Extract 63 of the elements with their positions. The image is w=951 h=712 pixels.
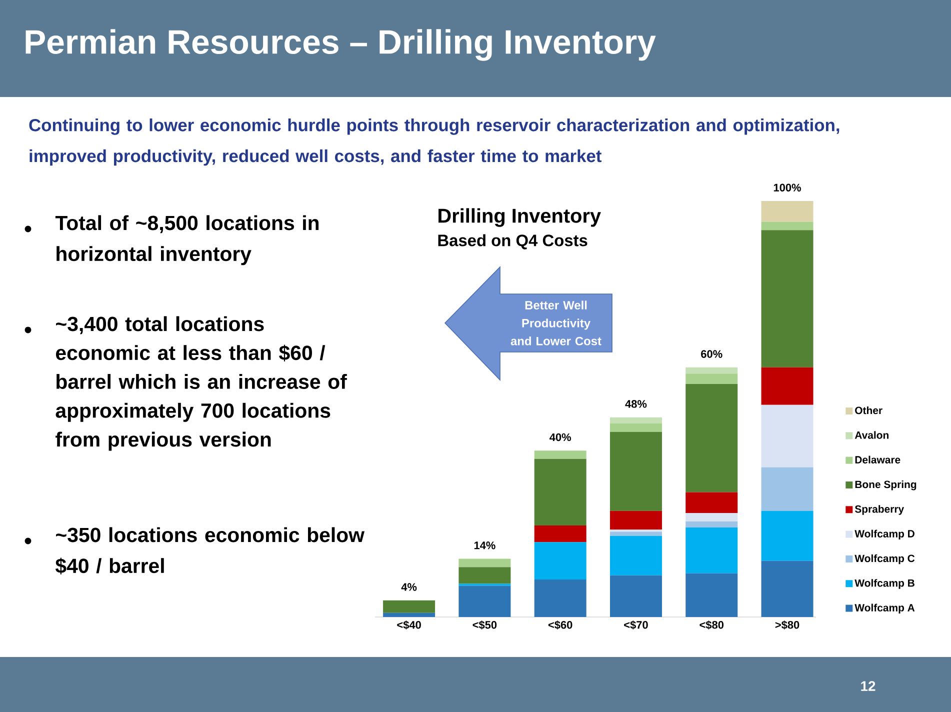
bar: [761, 200, 814, 222]
legend-label: Avalon: [854, 431, 888, 439]
legend-label: Delaware: [855, 456, 900, 464]
bar: [458, 567, 511, 584]
legend-label: Bone Spring: [855, 480, 916, 490]
text: ~350 locations economic below $40 / barrel: [55, 527, 365, 574]
bar: [686, 528, 738, 574]
bar: [534, 525, 586, 542]
text: Total of ~8,500 locations in horizontal inventory: [55, 215, 319, 266]
bar: [761, 510, 814, 561]
bar: [610, 424, 662, 432]
bar: [761, 560, 814, 617]
text: 12: [861, 681, 876, 691]
bar: [458, 586, 511, 617]
legend-label: Wolfcamp A: [854, 604, 915, 614]
bar: [610, 510, 662, 530]
bar: [686, 384, 738, 492]
text: ~3,400 total locations economic at less than $60 / barrel which is an increase of approximately 700 locations from previous version: [56, 316, 347, 451]
legend-label: Wolfcamp D: [854, 530, 914, 540]
bar: [610, 432, 662, 511]
bar: [761, 367, 814, 405]
bar: [761, 230, 814, 368]
legend-label: Wolfcamp C: [854, 554, 915, 564]
bar: [761, 222, 814, 230]
x-tick-label: <$60: [548, 620, 572, 630]
total-label: 60%: [701, 350, 722, 358]
bar: [610, 536, 662, 576]
bar: [761, 467, 814, 511]
bar: [458, 558, 511, 568]
bar: [610, 575, 662, 617]
bar: [686, 512, 738, 522]
bar: [610, 417, 662, 424]
x-tick-label: >$80: [775, 620, 800, 630]
bar: [761, 404, 814, 468]
bar: [383, 600, 436, 613]
x-tick-label: <$70: [624, 620, 648, 630]
annotation: Better Well Productivity and Lower Cost: [510, 300, 602, 346]
chart-title: Permian Resources – Drilling Inventory: [26, 29, 656, 61]
total-label: 48%: [625, 400, 647, 408]
bar: [534, 458, 586, 526]
bar: [686, 492, 738, 513]
annotation: Based on Q4 Costs: [438, 234, 588, 250]
annotation: Drilling Inventory: [438, 208, 601, 227]
total-label: 4%: [401, 583, 417, 591]
bar: [383, 612, 436, 617]
chart-subtitle: Continuing to lower economic hurdle points through reservoir characterization and optimization, improved productivity, reduced well costs, and faster time to market: [29, 118, 840, 166]
bar: [686, 374, 738, 384]
bar: [686, 367, 738, 374]
bar: [534, 542, 586, 580]
bar: [610, 532, 662, 536]
total-label: 14%: [474, 542, 496, 550]
total-label: 100%: [774, 184, 801, 192]
total-label: 40%: [550, 433, 572, 442]
legend-label: Spraberry: [854, 505, 904, 515]
legend-label: Other: [855, 406, 882, 414]
x-tick-label: <$40: [397, 620, 421, 630]
bar: [534, 450, 586, 459]
x-tick-label: <$80: [700, 620, 724, 630]
legend-label: Wolfcamp B: [854, 579, 914, 589]
bar: [686, 521, 738, 528]
bar: [686, 573, 738, 617]
x-tick-label: <$50: [472, 620, 497, 630]
bar: [534, 580, 586, 617]
